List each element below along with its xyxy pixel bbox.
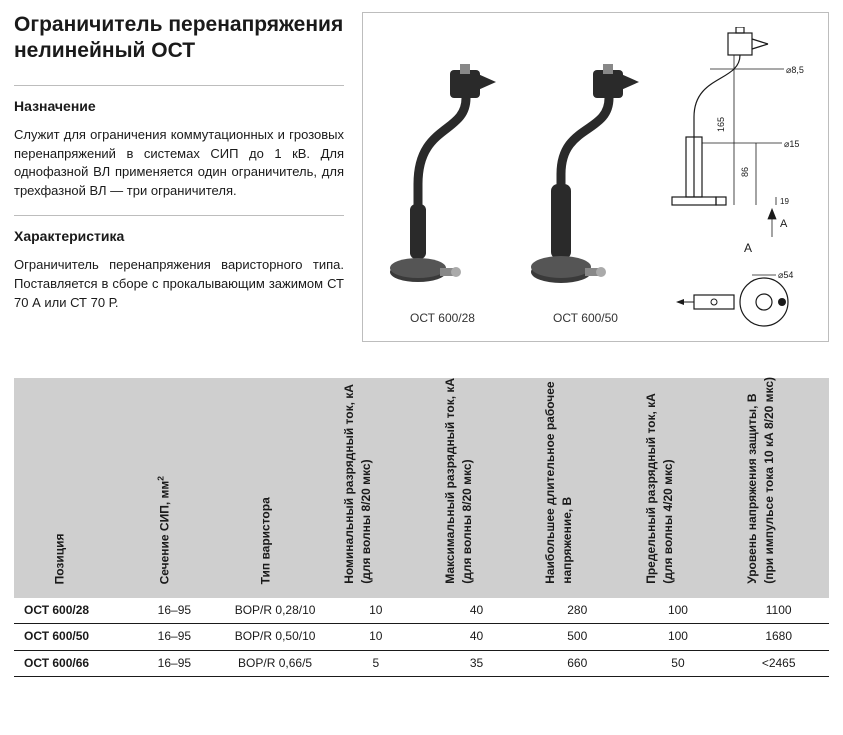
dim-h19: 19 (780, 197, 789, 206)
cell: 40 (426, 624, 527, 649)
dim-h165: 165 (716, 117, 726, 132)
col-5: Наибольшее длительное рабочеенапряжение,… (542, 382, 577, 584)
cell: 100 (628, 624, 729, 649)
col-2: Тип варистора (258, 497, 275, 584)
cell: 10 (325, 598, 426, 623)
cell: 1100 (728, 598, 829, 623)
col-3: Номинальный разрядный ток, кА(для волны … (341, 384, 376, 584)
cell: 1680 (728, 624, 829, 649)
spec-table: Позиция Сечение СИП, мм2 Тип варистора Н… (14, 378, 829, 677)
cell: BOP/R 0,28/10 (225, 598, 326, 623)
dim-d15: ⌀15 (784, 139, 799, 149)
dim-d85: ⌀8,5 (786, 65, 804, 75)
table-row: ОСТ 600/66 16–95 BOP/R 0,66/5 5 35 660 5… (14, 651, 829, 677)
section-heading-char: Характеристика (14, 215, 344, 246)
col-4: Максимальный разрядный ток, кА(для волны… (442, 378, 477, 584)
product-1-image (378, 64, 508, 304)
cell: 16–95 (124, 624, 225, 649)
figure-box: ОСТ 600/28 ОСТ 600/50 (362, 12, 829, 342)
cell: ОСТ 600/66 (14, 651, 124, 676)
product-2-image (521, 64, 651, 304)
cell: 100 (628, 598, 729, 623)
section-text-purpose: Служит для ограничения коммутационных и … (14, 126, 344, 201)
col-0: Позиция (52, 533, 69, 584)
col-7: Уровень напряжения защиты, В(при импульс… (744, 377, 779, 584)
cell: ОСТ 600/50 (14, 624, 124, 649)
cell: <2465 (728, 651, 829, 676)
cell: 5 (325, 651, 426, 676)
section-text-char: Ограничитель перенапряжения варисторного… (14, 256, 344, 313)
cell: 16–95 (124, 651, 225, 676)
col-1: Сечение СИП, мм2 (155, 476, 174, 584)
dim-A: A (744, 241, 752, 255)
table-row: ОСТ 600/50 16–95 BOP/R 0,50/10 10 40 500… (14, 624, 829, 650)
product-2: ОСТ 600/50 (521, 64, 651, 327)
product-2-label: ОСТ 600/50 (553, 310, 618, 327)
cell: BOP/R 0,66/5 (225, 651, 326, 676)
product-1-label: ОСТ 600/28 (410, 310, 475, 327)
section-heading-purpose: Назначение (14, 85, 344, 116)
cell: ОСТ 600/28 (14, 598, 124, 623)
cell: 280 (527, 598, 628, 623)
cell: 660 (527, 651, 628, 676)
cell: 50 (628, 651, 729, 676)
cell: 500 (527, 624, 628, 649)
cell: 10 (325, 624, 426, 649)
cell: 35 (426, 651, 527, 676)
dimension-diagram-svg: ⌀8,5 ⌀15 165 86 19 A A (664, 27, 814, 327)
col-6: Предельный разрядный ток, кА(для волны 4… (643, 393, 678, 584)
table-row: ОСТ 600/28 16–95 BOP/R 0,28/10 10 40 280… (14, 598, 829, 624)
table-header: Позиция Сечение СИП, мм2 Тип варистора Н… (14, 378, 829, 598)
dim-A-arrow: A (780, 218, 788, 230)
product-1: ОСТ 600/28 (378, 64, 508, 327)
dimension-diagram: ⌀8,5 ⌀15 165 86 19 A A (664, 27, 814, 327)
page-title: Ограничитель перенапряжения нелинейный О… (14, 12, 344, 65)
dim-d54: ⌀54 (778, 270, 793, 280)
cell: BOP/R 0,50/10 (225, 624, 326, 649)
dim-h86: 86 (740, 167, 750, 177)
cell: 40 (426, 598, 527, 623)
cell: 16–95 (124, 598, 225, 623)
